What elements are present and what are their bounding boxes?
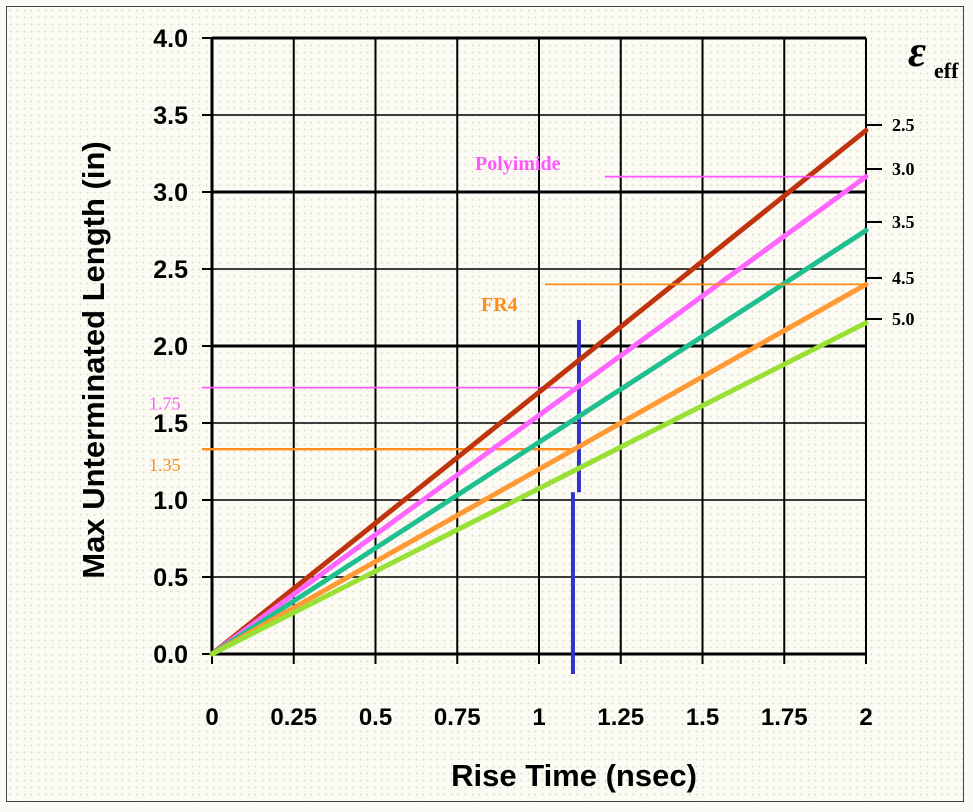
x-tick-label: 1 xyxy=(532,704,545,731)
legend: 2.5 3.0 3.5 4.5 5.0 xyxy=(866,115,915,329)
x-tick-label: 0.75 xyxy=(434,704,481,731)
series-line xyxy=(209,127,869,657)
legend-entry: 4.5 xyxy=(892,268,915,288)
series-lines xyxy=(209,127,869,657)
x-tick-label: 0 xyxy=(205,704,218,731)
legend-title: ε xyxy=(908,27,926,76)
chart-frame xyxy=(6,6,964,802)
reference-label: 1.35 xyxy=(149,455,181,475)
grid xyxy=(202,36,867,664)
y-tick-label: 2.0 xyxy=(153,333,188,361)
series-line xyxy=(209,281,869,657)
legend-entry: 3.5 xyxy=(892,212,915,232)
legend-entry: 3.0 xyxy=(892,159,915,179)
y-tick-label: 0.5 xyxy=(153,564,188,592)
x-tick-label: 0.25 xyxy=(270,704,317,731)
y-tick-label: 3.5 xyxy=(153,102,188,130)
y-axis-title: Max Unterminated Length (in) xyxy=(76,141,111,578)
reference-label: 1.75 xyxy=(149,394,181,414)
legend-entry: 2.5 xyxy=(892,115,915,135)
legend-entry: 5.0 xyxy=(892,309,915,329)
series-line xyxy=(209,320,869,657)
x-tick-label: 0.5 xyxy=(359,704,392,731)
y-tick-label: 1.0 xyxy=(153,487,188,515)
tick-labels: 0 0.25 0.5 0.75 1 1.25 1.5 1.75 2 0.0 0.5 1.0 1.5 2.0… xyxy=(153,25,872,731)
x-tick-label: 2 xyxy=(859,704,872,731)
x-tick-label: 1.5 xyxy=(686,704,719,731)
y-tick-label: 2.5 xyxy=(153,256,188,284)
y-tick-label: 4.0 xyxy=(153,25,188,53)
reference-lines: 1.75 1.35 xyxy=(149,319,581,674)
x-tick-label: 1.25 xyxy=(597,704,644,731)
polyimide-label: Polyimide xyxy=(475,153,561,175)
x-tick-label: 1.75 xyxy=(761,704,808,731)
annotations: Polyimide FR4 xyxy=(475,153,866,316)
y-tick-label: 1.5 xyxy=(153,410,188,438)
series-line xyxy=(209,228,869,657)
y-tick-label: 0.0 xyxy=(153,641,188,669)
x-axis-title: Rise Time (nsec) xyxy=(451,758,697,793)
legend-title-subscript: eff xyxy=(934,58,959,83)
series-line xyxy=(209,174,869,657)
y-tick-label: 3.0 xyxy=(153,179,188,207)
fr4-label: FR4 xyxy=(481,294,518,316)
